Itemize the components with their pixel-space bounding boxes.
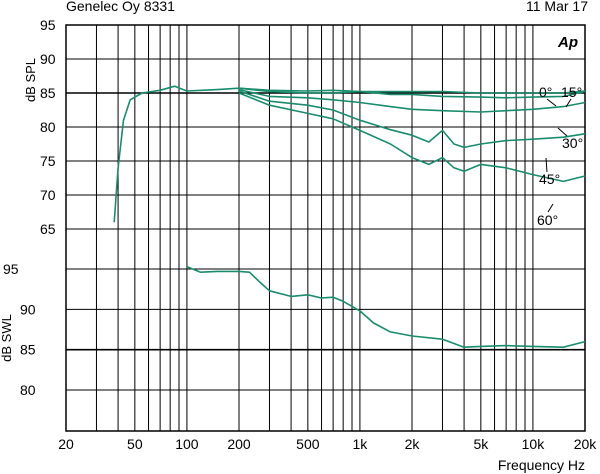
series-leader-line [546, 98, 557, 107]
header-date: 11 Mar 17 [526, 0, 588, 14]
x-tick-label: 5k [473, 436, 489, 452]
series-label: 30° [562, 135, 583, 151]
series-leader-line [547, 203, 554, 213]
y-axis-label-spl: dB SPL [23, 58, 38, 102]
spl-curve-1 [238, 87, 586, 99]
x-tick-label: 100 [175, 436, 199, 452]
spl-curve-3 [238, 90, 586, 149]
ap-logo: Ap [557, 34, 578, 51]
y-tick-label-spl: 95 [40, 17, 56, 33]
x-tick-label: 50 [127, 436, 143, 452]
series-leader-line [545, 157, 548, 173]
series-label: 45° [539, 171, 560, 187]
spl-curve-2 [238, 88, 586, 113]
series-label: 15° [561, 84, 582, 100]
spl-curve-0 [113, 85, 586, 223]
y-tick-label-spl: 85 [40, 85, 56, 101]
swl-curve-0 [186, 265, 586, 349]
y-tick-label-swl: 80 [20, 382, 36, 398]
series-label: 0° [539, 84, 552, 100]
x-tick-label: 200 [227, 436, 251, 452]
spl-curve-4 [238, 92, 586, 183]
horizontal-gridlines [66, 24, 585, 391]
y-axis-label-swl: dB SWL [0, 314, 14, 362]
y-tick-label-spl: 90 [40, 51, 56, 67]
x-tick-label: 20 [58, 436, 74, 452]
y-tick-label-spl: 70 [40, 187, 56, 203]
y-tick-label-spl: 65 [40, 221, 56, 237]
y-tick-label-spl: 75 [40, 153, 56, 169]
header-title: Genelec Oy 8331 [66, 0, 175, 14]
y-tick-label-swl: 85 [20, 342, 36, 358]
x-tick-label: 500 [296, 436, 320, 452]
x-axis-label: Frequency Hz [498, 457, 585, 473]
x-tick-label: 10k [522, 436, 546, 452]
y-tick-label-spl: 80 [40, 119, 56, 135]
vertical-gridlines [95, 25, 534, 431]
plot-frame [65, 24, 586, 432]
x-tick-label: 1k [353, 436, 369, 452]
x-tick-label: 2k [405, 436, 421, 452]
series-leader-line [557, 127, 568, 137]
x-tick-label: 20k [574, 436, 598, 452]
series-leader-line [565, 98, 572, 108]
series-label: 60° [537, 212, 558, 228]
y-tick-label-swl: 95 [3, 261, 19, 277]
y-tick-label-swl: 90 [20, 301, 36, 317]
